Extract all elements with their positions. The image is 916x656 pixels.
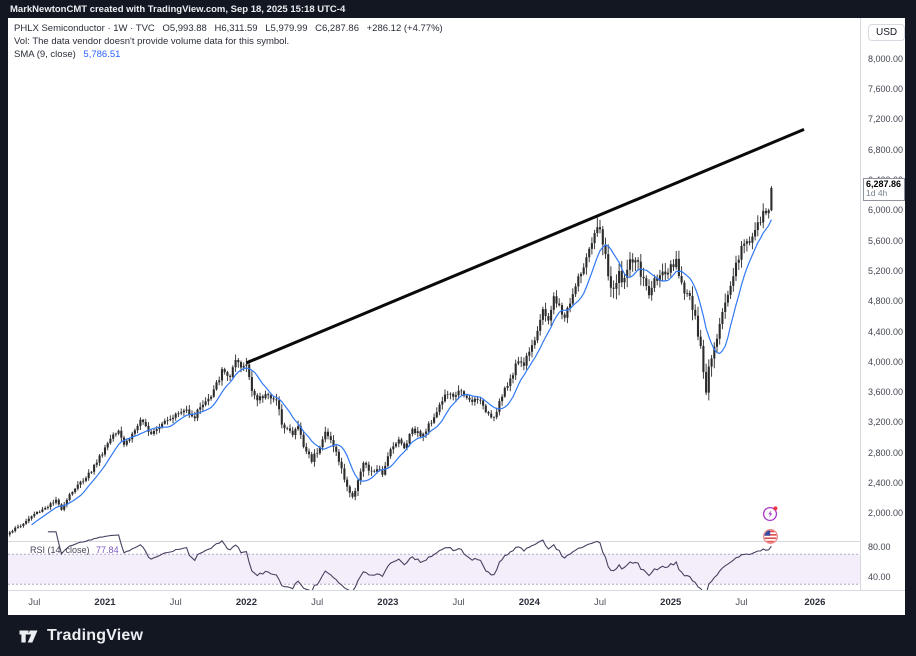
ohlc-open: O5,993.88 [162,23,207,34]
price-tick: 3,600.00 [868,387,904,398]
lightning-icon [762,506,778,522]
price-tick: 5,200.00 [868,265,904,276]
attribution-bar: MarkNewtonCMT created with TradingView.c… [0,0,916,18]
price-tick: 5,600.00 [868,235,904,246]
last-price-label: 6,287.86 1d 4h [863,177,905,201]
brand-bar: TradingView [0,615,916,656]
time-axis[interactable]: Jul 2021 Jul 2022 Jul 2023 Jul 2024 Jul 2025 Jul 20… [8,590,905,615]
time-tick-jul: Jul [452,597,465,608]
price-tick: 6,800.00 [868,144,904,155]
rsi-value: 77.84 [96,545,119,555]
brand-name: TradingView [47,626,144,644]
trendline-drawing[interactable] [245,128,805,365]
price-tick: 7,200.00 [868,114,904,125]
price-axis[interactable]: USD 8,000.007,600.007,200.006,800.006,40… [860,18,906,590]
time-tick-jul: Jul [169,597,182,608]
rsi-line[interactable] [47,531,772,590]
rsi-band [8,554,860,585]
time-tick-jul: Jul [593,597,607,608]
symbol-title[interactable]: PHLX Semiconductor · 1W · TVC [14,23,155,34]
time-tick-2025: 2025 [660,597,682,608]
time-tick-2026: 2026 [804,597,826,608]
price-tick: 6,000.00 [868,205,904,216]
time-tick-2023: 2023 [377,597,399,608]
price-tick: 2,400.00 [868,478,904,489]
chart-panel: PHLX Semiconductor · 1W · TVC O5,993.88 … [8,18,906,615]
chart-legend: PHLX Semiconductor · 1W · TVC O5,993.88 … [14,22,448,61]
ohlc-low: L5,979.99 [265,23,308,34]
time-tick-jul: Jul [28,597,41,608]
time-tick-2022: 2022 [235,597,257,608]
chart-plot-area[interactable] [8,18,860,590]
time-tick-jul: Jul [735,597,748,608]
rsi-tick: 40.00 [868,572,891,583]
streak-lightning-icon[interactable] [762,505,779,522]
sma-value: 5,786.51 [83,49,121,60]
rsi-legend[interactable]: RSI (14, close) 77.84 [30,545,119,555]
time-tick-jul: Jul [311,597,324,608]
ohlc-close: C6,287.86 [315,23,359,34]
ohlc-change: +286.12 (+4.77%) [366,23,443,34]
price-tick: 8,000.00 [868,53,904,64]
price-tick: 4,000.00 [868,356,904,367]
attribution-text: MarkNewtonCMT created with TradingView.c… [10,3,346,15]
price-tick: 4,800.00 [868,296,904,307]
candle-bodies [8,187,773,535]
volume-note: Vol: The data vendor doesn't provide vol… [14,36,290,47]
us-flag-icon[interactable] [762,528,779,545]
currency-button[interactable]: USD [868,24,906,41]
legend-symbol-row[interactable]: PHLX Semiconductor · 1W · TVC O5,993.88 … [14,22,448,35]
price-tick: 7,600.00 [868,83,904,94]
bar-countdown: 1d 4h [866,188,888,199]
price-tick: 3,200.00 [868,417,904,428]
rsi-label[interactable]: RSI (14, close) [30,545,90,555]
ohlc-high: H6,311.59 [214,23,258,34]
time-tick-2021: 2021 [94,597,116,608]
candle-wicks [9,186,772,537]
last-price-value: 6,287.86 [866,178,902,189]
price-tick: 4,400.00 [868,326,904,337]
time-tick-2024: 2024 [518,597,540,608]
legend-sma-row[interactable]: SMA (9, close) 5,786.51 [14,48,448,61]
chart-canvas[interactable] [8,18,860,590]
price-tick: 2,800.00 [868,447,904,458]
price-tick: 2,000.00 [868,508,904,519]
flag-icon [762,528,779,545]
sma-label[interactable]: SMA (9, close) [14,49,76,60]
rsi-tick: 80.00 [868,542,891,553]
tradingview-logo-icon [19,630,38,643]
sma-line[interactable] [31,219,772,526]
